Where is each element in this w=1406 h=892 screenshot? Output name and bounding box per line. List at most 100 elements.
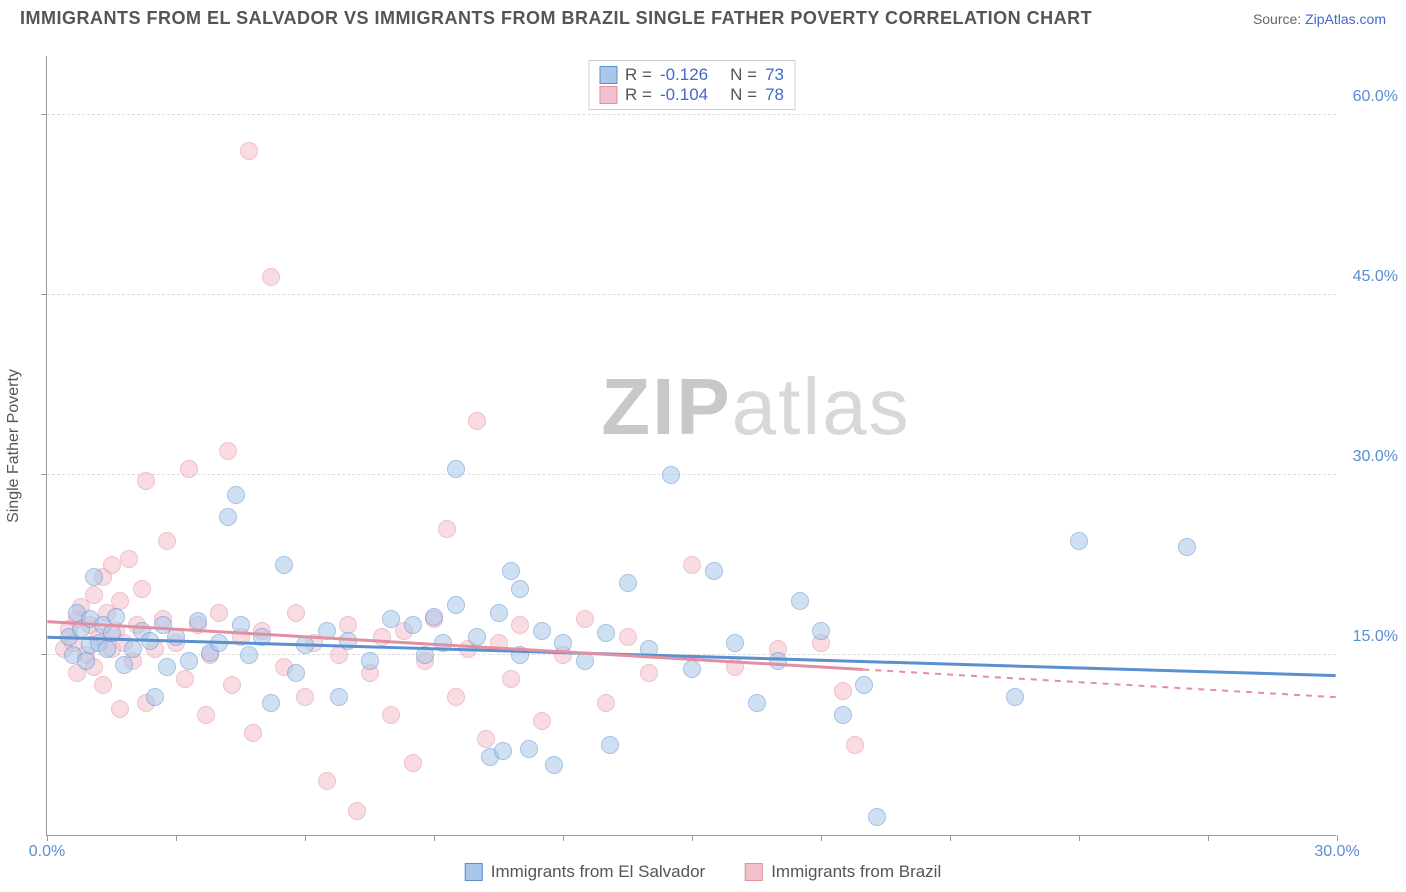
data-point xyxy=(115,656,133,674)
data-point xyxy=(846,736,864,754)
y-tick-label: 60.0% xyxy=(1353,88,1398,106)
data-point xyxy=(683,556,701,574)
data-point xyxy=(855,676,873,694)
data-point xyxy=(275,556,293,574)
data-point xyxy=(253,628,271,646)
data-point xyxy=(146,688,164,706)
grid-line xyxy=(47,474,1336,475)
data-point xyxy=(726,634,744,652)
grid-line xyxy=(47,114,1336,115)
data-point xyxy=(447,460,465,478)
data-point xyxy=(404,616,422,634)
data-point xyxy=(107,608,125,626)
data-point xyxy=(262,268,280,286)
legend-row: R = -0.104N = 78 xyxy=(599,85,784,105)
data-point xyxy=(318,772,336,790)
watermark: ZIPatlas xyxy=(601,361,910,453)
data-point xyxy=(197,706,215,724)
data-point xyxy=(85,568,103,586)
y-tick-label: 15.0% xyxy=(1353,628,1398,646)
y-tick-label: 45.0% xyxy=(1353,268,1398,286)
data-point xyxy=(404,754,422,772)
data-point xyxy=(111,700,129,718)
data-point xyxy=(103,556,121,574)
data-point xyxy=(447,688,465,706)
data-point xyxy=(726,658,744,676)
legend-item: Immigrants from El Salvador xyxy=(465,862,705,882)
correlation-legend: R = -0.126N = 73R = -0.104N = 78 xyxy=(588,60,795,110)
data-point xyxy=(287,604,305,622)
data-point xyxy=(494,742,512,760)
data-point xyxy=(85,586,103,604)
data-point xyxy=(318,622,336,640)
data-point xyxy=(511,616,529,634)
data-point xyxy=(1070,532,1088,550)
data-point xyxy=(597,624,615,642)
data-point xyxy=(834,706,852,724)
data-point xyxy=(447,596,465,614)
data-point xyxy=(490,634,508,652)
data-point xyxy=(240,142,258,160)
chart-title: IMMIGRANTS FROM EL SALVADOR VS IMMIGRANT… xyxy=(20,8,1092,29)
data-point xyxy=(705,562,723,580)
data-point xyxy=(219,508,237,526)
data-point xyxy=(434,634,452,652)
data-point xyxy=(597,694,615,712)
data-point xyxy=(640,664,658,682)
data-point xyxy=(240,646,258,664)
data-point xyxy=(94,676,112,694)
data-point xyxy=(416,646,434,664)
x-tick-label: 30.0% xyxy=(1314,843,1359,861)
data-point xyxy=(533,712,551,730)
data-point xyxy=(180,460,198,478)
data-point xyxy=(619,628,637,646)
data-point xyxy=(425,608,443,626)
data-point xyxy=(601,736,619,754)
data-point xyxy=(868,808,886,826)
data-point xyxy=(210,604,228,622)
data-point xyxy=(124,640,142,658)
data-point xyxy=(137,472,155,490)
data-point xyxy=(158,658,176,676)
data-point xyxy=(330,688,348,706)
data-point xyxy=(141,632,159,650)
data-point xyxy=(477,730,495,748)
data-point xyxy=(554,634,572,652)
data-point xyxy=(232,616,250,634)
data-point xyxy=(120,550,138,568)
legend-row: R = -0.126N = 73 xyxy=(599,65,784,85)
scatter-plot: ZIPatlas R = -0.126N = 73R = -0.104N = 7… xyxy=(46,56,1336,836)
data-point xyxy=(244,724,262,742)
data-point xyxy=(167,628,185,646)
data-point xyxy=(438,520,456,538)
trend-lines xyxy=(47,56,1336,835)
data-point xyxy=(533,622,551,640)
data-point xyxy=(296,636,314,654)
data-point xyxy=(382,706,400,724)
data-point xyxy=(520,740,538,758)
data-point xyxy=(361,652,379,670)
data-point xyxy=(748,694,766,712)
data-point xyxy=(227,486,245,504)
data-point xyxy=(834,682,852,700)
series-legend: Immigrants from El SalvadorImmigrants fr… xyxy=(465,862,941,882)
data-point xyxy=(640,640,658,658)
data-point xyxy=(502,670,520,688)
y-tick-label: 30.0% xyxy=(1353,448,1398,466)
y-axis-label: Single Father Poverty xyxy=(5,369,23,523)
data-point xyxy=(511,646,529,664)
data-point xyxy=(1006,688,1024,706)
data-point xyxy=(262,694,280,712)
data-point xyxy=(339,632,357,650)
source-link[interactable]: ZipAtlas.com xyxy=(1305,11,1386,27)
data-point xyxy=(511,580,529,598)
data-point xyxy=(576,610,594,628)
data-point xyxy=(468,628,486,646)
data-point xyxy=(77,652,95,670)
data-point xyxy=(1178,538,1196,556)
data-point xyxy=(223,676,241,694)
data-point xyxy=(576,652,594,670)
data-point xyxy=(382,610,400,628)
data-point xyxy=(180,652,198,670)
data-point xyxy=(769,652,787,670)
